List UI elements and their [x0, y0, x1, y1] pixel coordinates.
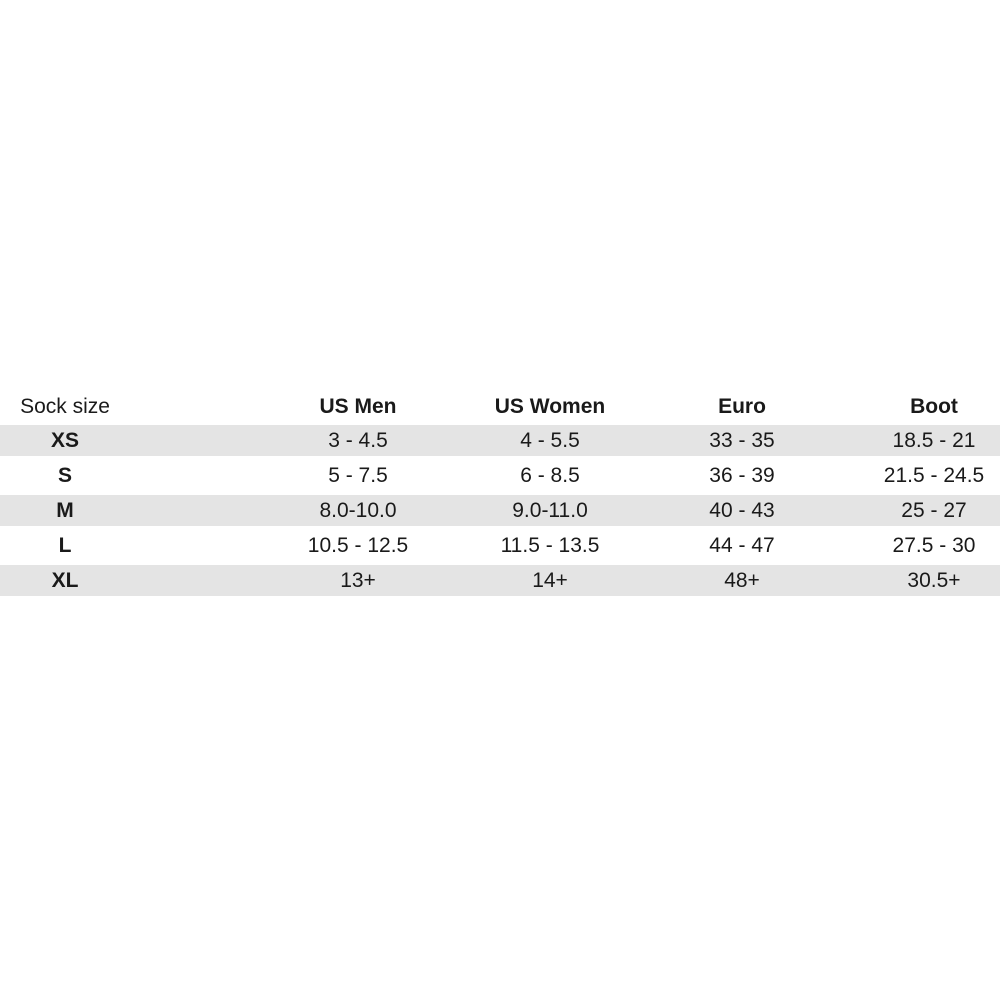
table-row-xs: XS 3 - 4.5 4 - 5.5 33 - 35 18.5 - 21: [0, 423, 1000, 458]
cell-us-men: 3 - 4.5: [328, 429, 388, 452]
size-label: L: [58, 534, 72, 557]
cell-boot: 30.5+: [907, 569, 961, 592]
cell-euro: 33 - 35: [709, 429, 775, 452]
cell-us-men: 10.5 - 12.5: [307, 534, 409, 557]
cell-us-men: 5 - 7.5: [328, 464, 388, 487]
table-row-xl: XL 13+ 14+ 48+ 30.5+: [0, 563, 1000, 598]
cell-us-women: 9.0-11.0: [512, 499, 588, 522]
table-row-m: M 8.0-10.0 9.0-11.0 40 - 43 25 - 27: [0, 493, 1000, 528]
size-label: M: [56, 499, 74, 522]
cell-boot: 18.5 - 21: [892, 429, 976, 452]
cell-boot: 21.5 - 24.5: [883, 464, 985, 487]
cell-us-women: 11.5 - 13.5: [500, 534, 600, 557]
cell-boot: 25 - 27: [901, 499, 967, 522]
cell-us-women: 6 - 8.5: [520, 464, 580, 487]
cell-us-men: 8.0-10.0: [319, 499, 397, 522]
cell-us-men: 13+: [340, 569, 376, 592]
cell-euro: 44 - 47: [709, 534, 775, 557]
cell-euro: 36 - 39: [709, 464, 775, 487]
header-cell-sock-size: Sock size: [20, 395, 110, 418]
size-label: XL: [51, 569, 79, 592]
cell-boot: 27.5 - 30: [892, 534, 976, 557]
header-cell-boot: Boot: [910, 395, 958, 418]
header-cell-euro: Euro: [718, 395, 766, 418]
table-row-s: S 5 - 7.5 6 - 8.5 36 - 39 21.5 - 24.5: [0, 458, 1000, 493]
table-row-l: L 10.5 - 12.5 11.5 - 13.5 44 - 47 27.5 -…: [0, 528, 1000, 563]
table-header-row: Sock size US Men US Women Euro Boot: [0, 390, 1000, 423]
cell-euro: 40 - 43: [709, 499, 775, 522]
size-label: XS: [50, 429, 79, 452]
cell-euro: 48+: [724, 569, 760, 592]
size-label: S: [57, 464, 72, 487]
cell-us-women: 4 - 5.5: [520, 429, 580, 452]
header-cell-us-women: US Women: [494, 395, 606, 418]
sock-size-chart: Sock size US Men US Women Euro Boot XS 3…: [0, 390, 1000, 598]
header-cell-us-men: US Men: [319, 395, 397, 418]
cell-us-women: 14+: [532, 569, 568, 592]
